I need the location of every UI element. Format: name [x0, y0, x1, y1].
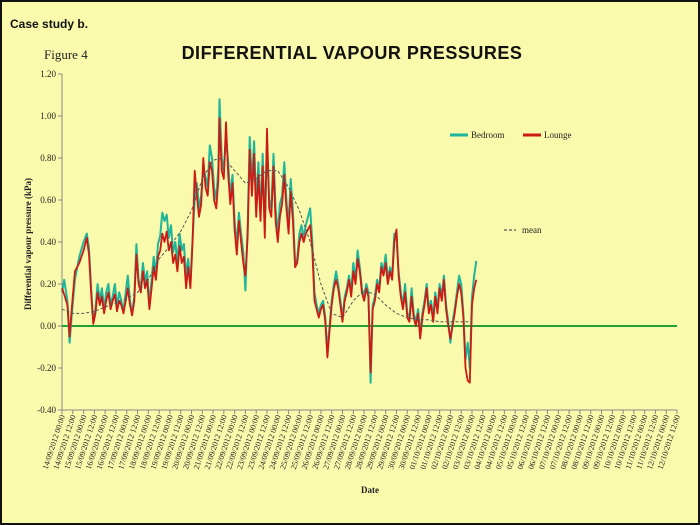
y-tick-label: -0.40 — [37, 405, 56, 415]
y-tick-label: 0.80 — [40, 153, 56, 163]
series-line-bedroom — [61, 98, 478, 384]
y-tick-label: -0.20 — [37, 363, 56, 373]
series-lines — [61, 98, 478, 384]
y-tick-label: 0.20 — [40, 279, 56, 289]
legend-label-lounge: Lounge — [544, 130, 572, 140]
y-tick-label: 0.60 — [40, 195, 56, 205]
series-line-lounge — [61, 117, 478, 384]
y-tick-labels: -0.40 -0.20 0.00 0.20 0.40 0.60 0.80 1.00 1.20 — [37, 69, 62, 415]
x-axis-label: Date — [361, 485, 379, 495]
figure-label: Figure 4 — [44, 47, 88, 62]
case-label: Case study b. — [10, 17, 88, 31]
y-tick-label: 1.00 — [40, 111, 56, 121]
series-line-mean — [61, 157, 472, 323]
y-axis-label: Differential vapour pressure (kPa) — [23, 178, 33, 310]
legend-label-mean: mean — [522, 225, 542, 235]
y-tick-label: 0.00 — [40, 321, 56, 331]
y-tick-label: 1.20 — [40, 69, 56, 79]
y-tick-label: 0.40 — [40, 237, 56, 247]
legend-label-bedroom: Bedroom — [471, 130, 505, 140]
chart-title: DIFFERENTIAL VAPOUR PRESSURES — [182, 43, 523, 63]
legend: Bedroom Lounge mean — [450, 130, 572, 235]
